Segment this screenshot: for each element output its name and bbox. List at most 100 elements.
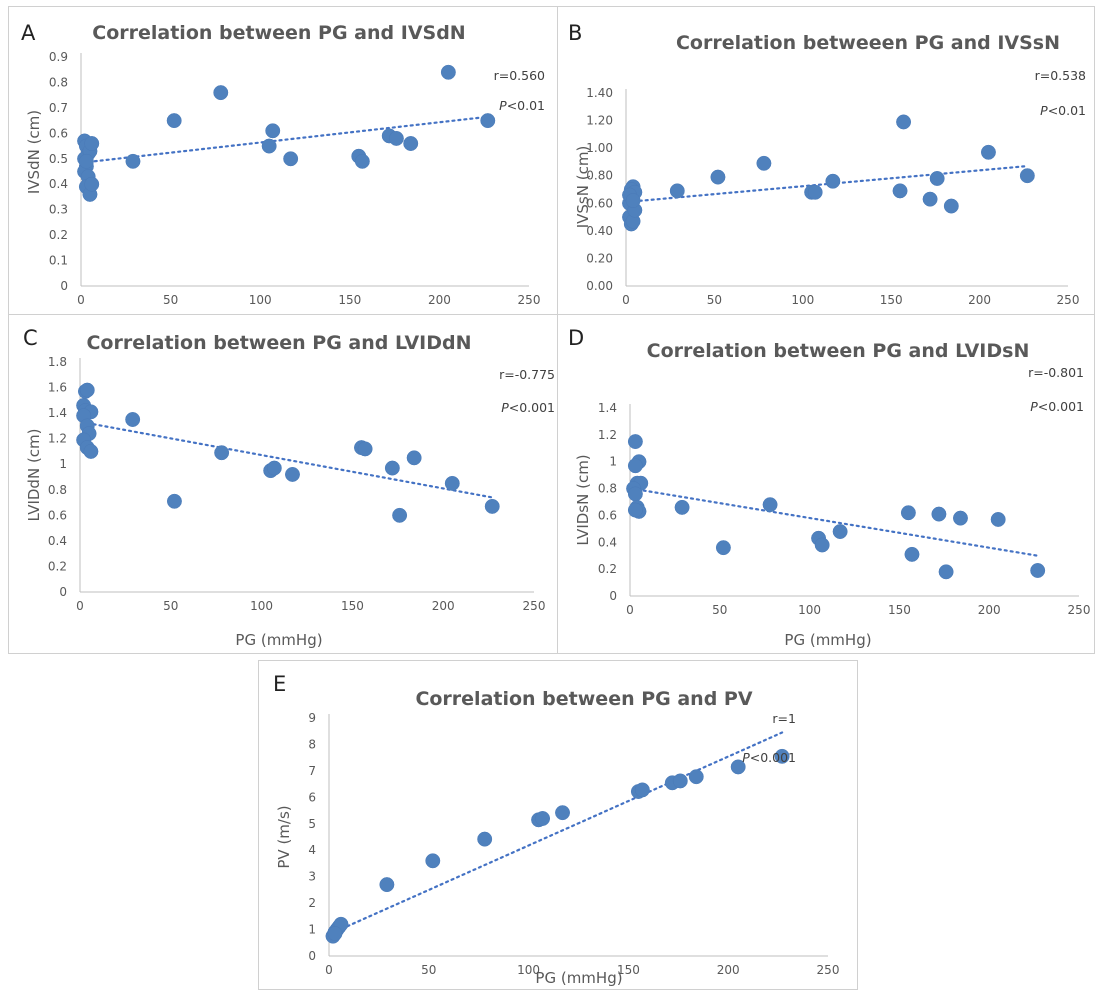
trendline — [329, 731, 784, 935]
data-point — [627, 458, 643, 474]
x-tick-label: 200 — [432, 599, 455, 613]
y-tick-label: 7 — [308, 764, 316, 778]
y-tick-label: 0.60 — [586, 196, 613, 210]
chart-title: Correlation between PG and LVIDsN — [647, 340, 1030, 362]
y-tick-label: 8 — [308, 737, 316, 751]
x-tick-label: 150 — [880, 293, 903, 307]
correlation-r: r=-0.775 — [499, 367, 555, 382]
y-tick-label: 0.2 — [598, 562, 617, 576]
x-tick-label: 100 — [798, 603, 821, 617]
y-tick-label: 1.40 — [586, 86, 613, 100]
p-value-text: <0.001 — [509, 400, 555, 415]
data-point — [980, 144, 996, 160]
data-point — [84, 176, 100, 192]
p-symbol: P — [501, 400, 509, 415]
data-point — [555, 805, 570, 821]
y-tick-label: 5 — [308, 817, 316, 831]
x-tick-label: 0 — [76, 599, 84, 613]
x-tick-label: 0 — [77, 293, 85, 307]
data-point — [1019, 168, 1035, 184]
p-value: P<0.001 — [501, 400, 555, 415]
y-tick-label: 0.40 — [586, 224, 613, 238]
x-tick-label: 150 — [888, 603, 911, 617]
x-tick-label: 50 — [421, 963, 436, 977]
panel-d: D Correlation between PG and LVIDsN 0 0.2 0.… — [557, 314, 1095, 654]
y-tick-label: 0.4 — [598, 535, 617, 549]
data-point — [535, 811, 551, 826]
data-point — [484, 498, 500, 514]
chart-svg: E Correlation between PG and PV 0 1 2 3 4 5 6 7 8 9… — [273, 672, 840, 987]
data-point — [425, 853, 441, 869]
y-tick-label: 0.80 — [586, 169, 613, 183]
x-tick-label: 50 — [163, 599, 178, 613]
correlation-r: r=0.560 — [494, 68, 545, 83]
data-point — [832, 524, 848, 539]
trendline — [630, 487, 1039, 557]
y-tick-label: 1.2 — [598, 428, 617, 442]
data-point — [266, 460, 282, 476]
x-tick-label: 100 — [517, 963, 540, 977]
data-point — [715, 540, 731, 556]
p-symbol: P — [1040, 103, 1048, 118]
x-tick-label: 250 — [1057, 293, 1080, 307]
data-point — [896, 114, 912, 130]
y-tick-label: 4 — [308, 843, 316, 857]
data-point — [285, 466, 300, 482]
correlation-r: r=0.538 — [1035, 68, 1086, 83]
chart-title: Correlation betweeen PG and IVSsN — [676, 32, 1060, 54]
correlation-r: r=-0.801 — [1028, 365, 1084, 380]
data-point — [688, 769, 704, 785]
data-point — [922, 191, 938, 207]
data-point — [384, 460, 400, 476]
chart-title: Correlation between PG and LVIDdN — [86, 332, 471, 354]
y-axis-label: IVSdN (cm) — [25, 110, 43, 194]
y-axis-label: IVSsN (cm) — [574, 146, 592, 229]
data-point — [672, 773, 688, 789]
data-point — [627, 486, 643, 502]
data-point — [892, 183, 908, 199]
data-point — [674, 499, 690, 515]
panel-c: C Correlation between PG and LVIDdN 0 0.2 0.… — [8, 314, 558, 654]
data-point — [627, 434, 643, 450]
p-value-text: <0.01 — [507, 98, 545, 113]
data-point — [774, 748, 790, 764]
data-point — [990, 512, 1006, 527]
y-tick-label: 1.4 — [598, 401, 617, 415]
data-point — [79, 382, 95, 398]
y-tick-label: 0.9 — [49, 50, 68, 64]
x-tick-label: 250 — [523, 599, 546, 613]
data-point — [953, 510, 968, 526]
x-tick-label: 250 — [1068, 603, 1091, 617]
x-tick-label: 50 — [707, 293, 722, 307]
x-tick-label: 150 — [341, 599, 364, 613]
p-value-text: <0.001 — [750, 750, 796, 765]
x-tick-label: 0 — [626, 603, 634, 617]
chart-svg: B Correlation betweeen PG and IVSsN 0.00 0.… — [568, 21, 1086, 307]
x-tick-label: 150 — [338, 293, 361, 307]
y-tick-label: 0.2 — [49, 228, 68, 242]
data-point — [213, 85, 229, 101]
data-point — [477, 831, 493, 847]
y-axis-label: LVIDsN (cm) — [574, 454, 592, 545]
trendline — [81, 115, 489, 164]
x-axis-label: PG (mmHg) — [235, 631, 322, 649]
x-axis-label: PG (mmHg) — [784, 631, 871, 649]
p-value: P<0.01 — [1040, 103, 1086, 118]
y-tick-label: 0 — [60, 279, 68, 293]
data-point — [1030, 563, 1046, 578]
x-tick-label: 200 — [428, 293, 451, 307]
data-point — [379, 877, 395, 893]
data-point — [943, 198, 959, 214]
x-tick-label: 150 — [617, 963, 640, 977]
x-tick-label: 250 — [817, 963, 840, 977]
data-point — [900, 505, 916, 521]
panel-a: A Correlation between PG and IVSdN 0 0.1 0.2… — [8, 6, 558, 315]
p-value-text: <0.001 — [1038, 399, 1084, 414]
y-tick-label: 0.2 — [48, 559, 67, 573]
y-tick-label: 1.6 — [48, 381, 67, 395]
y-tick-label: 1.8 — [48, 355, 67, 369]
y-tick-label: 1 — [59, 457, 67, 471]
y-tick-label: 0.00 — [586, 279, 613, 293]
y-tick-label: 6 — [308, 790, 316, 804]
y-tick-label: 0.8 — [48, 483, 67, 497]
